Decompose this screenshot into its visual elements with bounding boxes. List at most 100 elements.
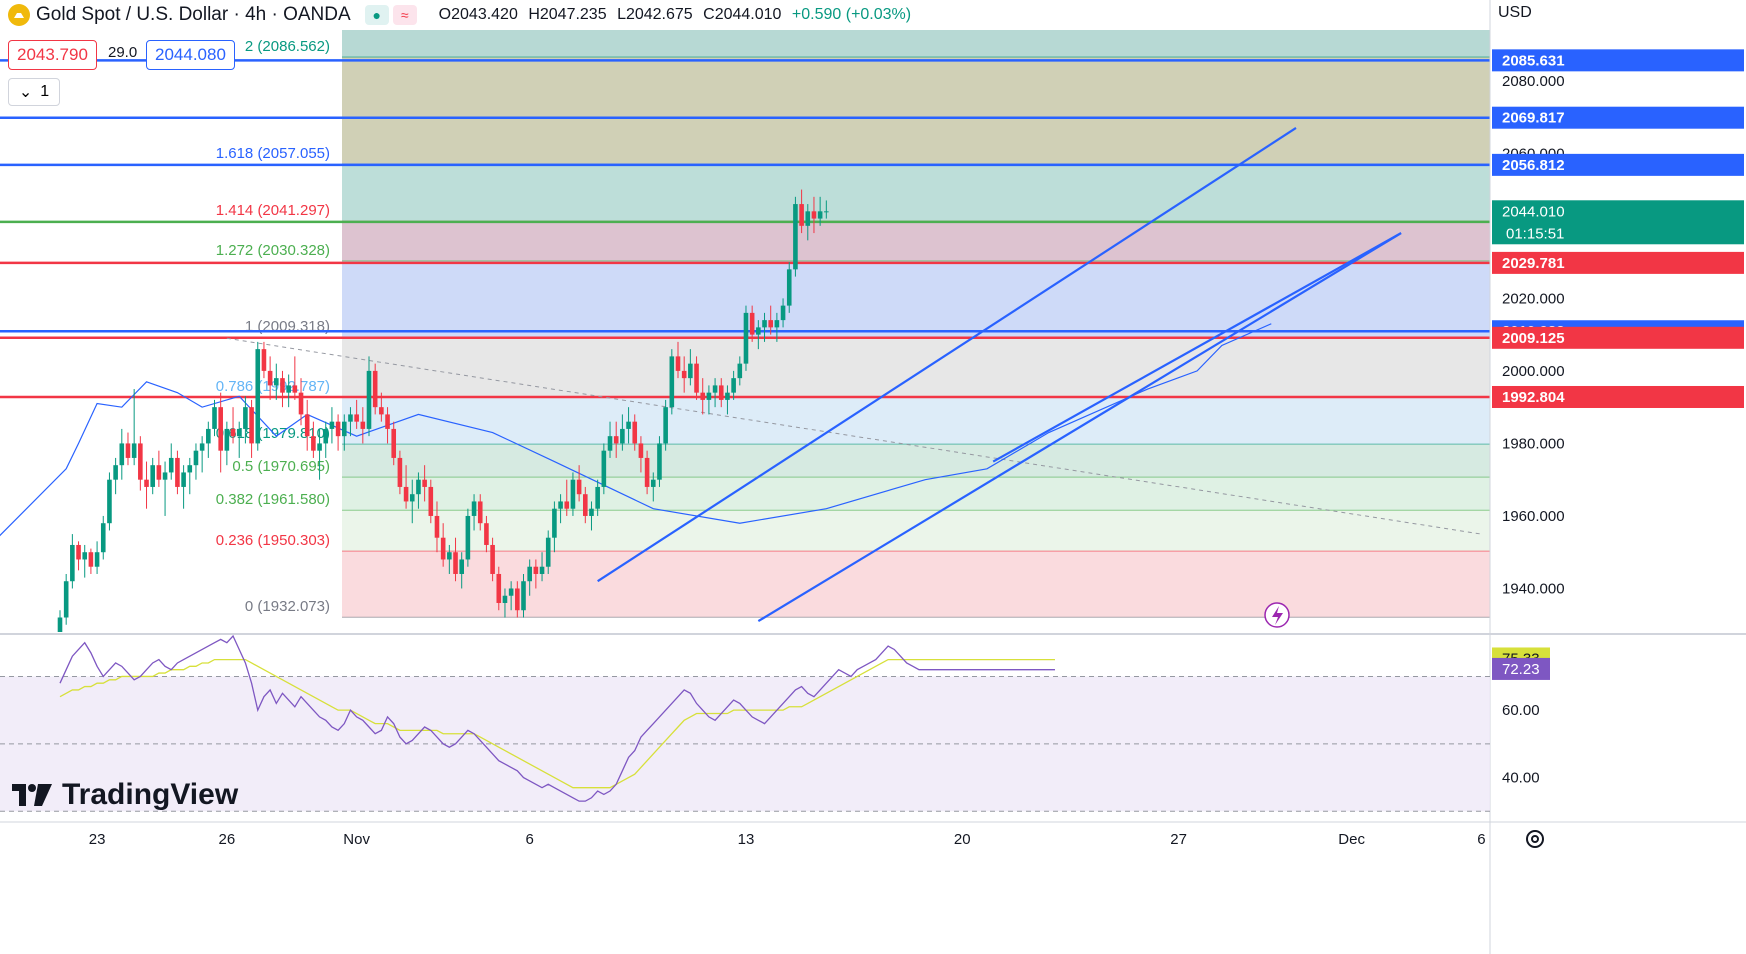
price-axis	[1490, 0, 1746, 954]
candle	[700, 378, 706, 415]
candle-body	[527, 566, 532, 582]
candle-body	[824, 211, 829, 213]
candle	[440, 523, 446, 567]
candle	[706, 385, 712, 415]
x-tick-label: 6	[526, 831, 534, 848]
candle-body	[57, 617, 63, 632]
candle-body	[236, 428, 242, 437]
candle-body	[811, 211, 817, 219]
channel-line	[992, 232, 1402, 463]
candle-body	[539, 566, 545, 574]
high-value: H2047.235	[528, 6, 607, 23]
y-tick-label: 2000.000	[1502, 363, 1565, 380]
candle	[125, 432, 131, 466]
fib-label: 1.618 (2057.055)	[216, 145, 330, 162]
candle-body	[409, 494, 415, 502]
indicators-toggle[interactable]: ⌄ 1	[8, 78, 60, 106]
rsi-line	[59, 634, 1055, 802]
candle-body	[508, 588, 514, 596]
candle-body	[718, 385, 724, 400]
candle	[756, 320, 761, 350]
close-value: C2044.010	[703, 6, 782, 23]
candle-body	[113, 465, 118, 480]
price-level-label: 2069.817	[1502, 110, 1565, 127]
candle	[595, 479, 600, 516]
candle	[199, 436, 205, 473]
fib-zone	[342, 551, 1490, 618]
candle	[613, 421, 619, 458]
rsi-tick-label: 60.00	[1502, 702, 1540, 719]
candle	[583, 486, 588, 524]
rsi-ma-line	[59, 658, 1055, 789]
candle	[620, 414, 625, 451]
candle	[168, 443, 174, 480]
candle	[286, 374, 291, 408]
candle-body	[607, 436, 613, 451]
candle	[768, 305, 773, 335]
candle-body	[502, 595, 508, 603]
candle	[558, 494, 563, 524]
candle-body	[70, 544, 75, 582]
symbol-title[interactable]: Gold Spot / U.S. Dollar · 4h · OANDA	[36, 4, 351, 25]
rsi-band	[0, 676, 1490, 812]
trend-line	[226, 337, 1482, 535]
tradingview-logo[interactable]: TradingView	[10, 778, 238, 812]
candle	[150, 457, 155, 495]
rsi-pane	[0, 634, 1490, 812]
candle-body	[372, 370, 378, 408]
candle-body	[490, 544, 495, 574]
candle-body	[725, 392, 730, 400]
delayed-data-icon: ≈	[392, 5, 417, 25]
price-level-tag	[1492, 106, 1744, 129]
candle	[138, 436, 143, 491]
candle	[218, 392, 223, 473]
candle-body	[620, 428, 625, 444]
price-level-tag	[1492, 385, 1744, 408]
y-tick-label: 1960.000	[1502, 508, 1565, 525]
candle	[224, 421, 230, 466]
candle	[496, 566, 502, 611]
currency-label[interactable]: USD	[1498, 4, 1532, 21]
candle	[539, 552, 545, 582]
candle-body	[799, 204, 804, 226]
ohlc-values: O2043.420 H2047.235 L2042.675 C2044.010 …	[439, 6, 917, 24]
candle-body	[564, 501, 570, 509]
candle	[725, 385, 730, 415]
rsi-value-tag	[1492, 657, 1550, 680]
candle-body	[243, 407, 248, 429]
candle	[329, 407, 335, 444]
chevron-down-icon: ⌄	[18, 84, 33, 101]
fib-label: 0.618 (1979.810)	[216, 425, 330, 442]
candle-body	[187, 465, 193, 473]
candle	[453, 537, 458, 582]
candle	[688, 349, 693, 386]
candle	[731, 370, 736, 400]
y-tick-label: 1980.000	[1502, 435, 1565, 452]
candle	[552, 501, 557, 553]
candle-body	[329, 421, 335, 429]
candle-body	[298, 392, 304, 415]
candle	[409, 479, 415, 524]
candle-body	[465, 515, 471, 560]
buy-price-button[interactable]: 2044.080	[146, 40, 235, 70]
price-level-tag	[1492, 153, 1744, 176]
candle	[323, 421, 329, 458]
candle	[477, 494, 483, 531]
fib-zone	[342, 397, 1490, 445]
candle-body	[286, 385, 291, 393]
candle-body	[274, 378, 279, 386]
sell-price-button[interactable]: 2043.790	[8, 40, 97, 70]
candle	[88, 548, 94, 574]
candle	[607, 421, 613, 458]
candle	[107, 472, 112, 531]
y-tick-label: 1940.000	[1502, 580, 1565, 597]
settings-gear-icon[interactable]	[1522, 826, 1548, 852]
candle	[601, 443, 607, 495]
candle	[212, 399, 217, 437]
candle-body	[743, 312, 749, 364]
market-open-icon: ●	[364, 5, 389, 25]
candle-body	[168, 457, 174, 473]
candle	[762, 312, 767, 342]
candle-body	[675, 356, 681, 371]
